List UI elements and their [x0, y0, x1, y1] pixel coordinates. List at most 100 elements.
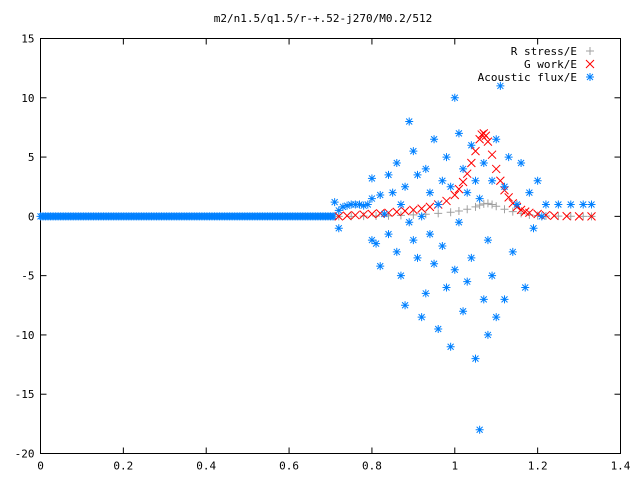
r-stress-point	[554, 212, 563, 221]
acoustic-flux-point	[475, 425, 484, 434]
acoustic-flux-point	[475, 194, 484, 203]
acoustic-flux-point	[479, 295, 488, 304]
g-work-point	[481, 131, 491, 141]
acoustic-flux-point	[430, 135, 439, 144]
r-stress-point	[446, 208, 455, 217]
series-1	[334, 129, 596, 221]
y-tick-label: -20	[15, 448, 35, 461]
acoustic-flux-point	[384, 230, 393, 239]
acoustic-flux-point	[392, 159, 401, 167]
legend-marker	[586, 47, 594, 55]
acoustic-flux-point	[442, 283, 451, 292]
acoustic-flux-point	[442, 153, 451, 162]
legend-label: G work/E	[524, 58, 577, 71]
g-work-point	[400, 206, 410, 216]
g-work-point	[450, 190, 460, 200]
y-tick-label: 10	[21, 92, 34, 105]
acoustic-flux-point	[334, 224, 343, 233]
acoustic-flux-point	[504, 153, 513, 162]
acoustic-flux-point	[351, 200, 360, 209]
acoustic-flux-point	[587, 200, 596, 209]
series-layer	[36, 81, 596, 434]
acoustic-flux-point	[367, 236, 376, 245]
r-stress-point	[454, 207, 463, 216]
r-stress-point	[488, 200, 497, 209]
acoustic-flux-point	[417, 313, 426, 322]
acoustic-flux-point	[454, 129, 463, 138]
legend-marker	[585, 59, 595, 69]
r-stress-point	[483, 199, 492, 208]
y-tick-label: 0	[28, 210, 35, 223]
acoustic-flux-point	[471, 354, 480, 363]
x-tick-label: 1.4	[611, 460, 631, 473]
acoustic-flux-point	[454, 218, 463, 227]
acoustic-flux-point	[413, 170, 422, 179]
acoustic-flux-point	[566, 200, 575, 209]
acoustic-flux-point	[417, 212, 426, 221]
acoustic-flux-point	[554, 200, 563, 209]
x-tick-label: 0.8	[362, 460, 382, 473]
acoustic-flux-point	[483, 330, 492, 339]
acoustic-flux-point	[413, 253, 422, 262]
g-work-point	[487, 150, 497, 160]
x-tick-label: 0.4	[196, 460, 216, 473]
y-tick-label: 5	[28, 151, 35, 164]
g-work-point	[483, 137, 493, 147]
g-work-point	[574, 212, 584, 221]
acoustic-flux-point	[500, 182, 509, 191]
acoustic-flux-point	[450, 93, 459, 102]
acoustic-flux-point	[430, 259, 439, 268]
y-tick-label: -5	[21, 270, 34, 283]
acoustic-flux-point	[492, 313, 501, 322]
g-work-point	[475, 134, 484, 144]
acoustic-flux-point	[330, 198, 339, 207]
acoustic-flux-point	[479, 159, 488, 167]
acoustic-flux-point	[529, 224, 538, 233]
acoustic-flux-point	[521, 283, 530, 292]
g-work-point	[409, 205, 418, 215]
g-work-point	[425, 202, 435, 212]
acoustic-flux-point	[421, 164, 430, 173]
acoustic-flux-baseline	[36, 212, 338, 221]
legend-label: Acoustic flux/E	[478, 71, 577, 84]
g-work-point	[392, 207, 402, 217]
acoustic-flux-point	[388, 188, 397, 197]
g-work-point	[525, 208, 534, 218]
acoustic-flux-point	[463, 277, 472, 286]
g-work-point	[351, 210, 360, 220]
chart-title: m2/n1.5/q1.5/r-+.52-j270/M0.2/512	[214, 12, 433, 25]
acoustic-flux-point	[525, 188, 534, 197]
acoustic-flux-point	[459, 164, 468, 173]
acoustic-flux-point	[392, 247, 401, 256]
acoustic-flux-point	[434, 325, 443, 333]
g-work-point	[442, 196, 451, 206]
g-work-point	[496, 176, 505, 186]
acoustic-flux-point	[405, 218, 414, 227]
acoustic-flux-point	[355, 200, 364, 209]
acoustic-flux-point	[421, 289, 430, 298]
g-work-point	[367, 209, 377, 219]
y-tick-label: -15	[15, 388, 35, 401]
acoustic-flux-point	[380, 209, 389, 218]
acoustic-flux-point	[367, 174, 376, 183]
acoustic-flux-point	[541, 200, 550, 209]
acoustic-flux-point	[492, 135, 501, 144]
x-tick-label: 0	[37, 460, 44, 473]
acoustic-flux-point	[500, 295, 509, 304]
g-work-point	[471, 146, 480, 156]
acoustic-flux-point	[425, 188, 434, 197]
g-work-point	[549, 211, 559, 221]
acoustic-flux-point	[401, 301, 410, 310]
g-work-point	[491, 164, 501, 174]
r-stress-point	[566, 212, 575, 221]
r-stress-point	[579, 212, 588, 221]
x-tick-label: 1	[451, 460, 458, 473]
acoustic-flux-point	[438, 242, 447, 250]
acoustic-flux-point	[471, 176, 480, 185]
legend-marker	[586, 73, 594, 81]
acoustic-flux-point	[347, 200, 356, 209]
acoustic-flux-point	[396, 200, 405, 209]
r-stress-point	[533, 211, 542, 220]
acoustic-flux-point	[467, 141, 476, 150]
